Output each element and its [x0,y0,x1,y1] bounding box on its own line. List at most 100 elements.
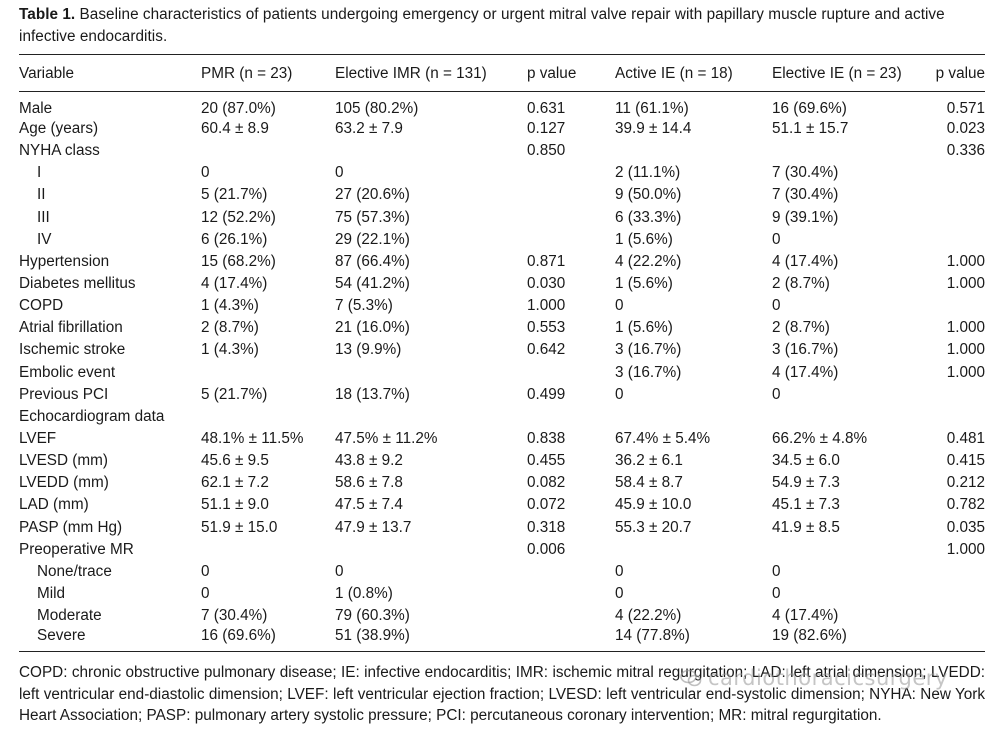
cell-p-value-1 [527,583,615,605]
cell-active-ie: 67.4% ± 5.4% [615,430,711,448]
cell-active-ie: 1 (5.6%) [615,275,673,293]
cell-p-value-1 [527,162,615,184]
cell-active-ie: 36.2 ± 6.1 [615,452,683,470]
baseline-characteristics-table: Variable PMR (n = 23) Elective IMR (n = … [19,54,985,652]
cell-p-value-1: 0.455 [527,452,566,470]
cell-active-ie: 4 (22.2%) [615,607,682,625]
header-p-value-1: p value [527,65,577,82]
cell-active-ie: 2 (11.1%) [615,164,681,182]
cell-pmr: 62.1 ± 7.2 [201,474,269,492]
cell-pmr [201,140,335,162]
cell-active-ie: 3 (16.7%) [615,363,682,381]
table-row: LVESD (mm) 45.6 ± 9.5 43.8 ± 9.2 0.455 36.2 … [19,450,985,472]
cell-elective-imr: 13 (9.9%) [335,341,402,359]
table-row: LAD (mm) 51.1 ± 9.0 47.5 ± 7.4 0.072 45.9 ± … [19,494,985,516]
cell-p-value-2: 0.481 [946,430,985,448]
table-row: II 5 (21.7%) 27 (20.6%) 9 (50.0%) 7 (30.4%) [19,184,985,206]
cell-p-value-2 [935,406,985,428]
cell-p-value-1 [527,362,615,384]
cell-pmr: 1 (4.3%) [201,297,259,315]
cell-active-ie: 0 [615,585,624,603]
cell-pmr: 6 (26.1%) [201,230,268,248]
cell-active-ie: 11 (61.1%) [615,100,689,117]
table-row: Preoperative MR 0.006 1.000 [19,539,985,561]
header-pmr: PMR (n = 23) [201,65,293,82]
cell-variable: Echocardiogram data [19,407,165,425]
cell-elective-ie [772,539,935,561]
cell-active-ie: 0 [615,385,624,403]
caption-text: Baseline characteristics of patients und… [19,6,945,45]
table-row: IV 6 (26.1%) 29 (22.1%) 1 (5.6%) 0 [19,229,985,251]
table-row: Ischemic stroke 1 (4.3%) 13 (9.9%) 0.642 3 (… [19,339,985,361]
cell-p-value-1: 0.072 [527,496,566,514]
cell-elective-imr: 75 (57.3%) [335,208,410,226]
cell-pmr: 7 (30.4%) [201,607,268,625]
table-row: LVEDD (mm) 62.1 ± 7.2 58.6 ± 7.8 0.082 58.4 … [19,472,985,494]
cell-p-value-2: 0.415 [946,452,985,470]
cell-variable: LVEF [19,430,57,448]
cell-p-value-1: 0.631 [527,100,566,117]
cell-p-value-2: 0.023 [946,120,985,138]
cell-variable: Preoperative MR [19,540,134,558]
cell-p-value-2 [935,162,985,184]
cell-p-value-1: 0.871 [527,252,566,270]
table-footnote: COPD: chronic obstructive pulmonary dise… [19,664,985,725]
cell-elective-ie: 2 (8.7%) [772,319,830,337]
header-variable: Variable [19,65,74,82]
cell-variable: Embolic event [19,363,116,381]
cell-elective-imr [335,140,527,162]
caption-label: Table 1. [19,6,76,23]
cell-variable: Hypertension [19,252,110,270]
cell-p-value-1: 0.030 [527,275,566,293]
cell-variable: COPD [19,297,64,315]
cell-elective-ie: 0 [772,385,781,403]
cell-elective-imr: 27 (20.6%) [335,186,410,204]
cell-p-value-2: 1.000 [946,275,985,293]
cell-active-ie: 4 (22.2%) [615,252,682,270]
table-row: Male 20 (87.0%) 105 (80.2%) 0.631 11 (61.1%)… [19,92,985,119]
cell-p-value-1: 0.127 [527,120,566,138]
cell-variable: Age (years) [19,120,99,138]
cell-variable: Atrial fibrillation [19,319,123,337]
cell-active-ie: 9 (50.0%) [615,186,682,204]
cell-active-ie: 14 (77.8%) [615,627,690,645]
table-row: Severe 16 (69.6%) 51 (38.9%) 14 (77.8%) 19 (… [19,627,985,652]
header-elective-imr: Elective IMR (n = 131) [335,65,487,82]
cell-elective-ie: 9 (39.1%) [772,208,839,226]
cell-elective-imr: 47.5% ± 11.2% [335,430,438,448]
cell-pmr: 5 (21.7%) [201,186,268,204]
table-row: LVEF 48.1% ± 11.5% 47.5% ± 11.2% 0.838 67.4%… [19,428,985,450]
table-caption: Table 1. Baseline characteristics of pat… [19,4,985,48]
cell-p-value-2 [935,384,985,406]
cell-elective-imr: 54 (41.2%) [335,275,410,293]
cell-p-value-2: 1.000 [946,363,985,381]
cell-elective-imr: 21 (16.0%) [335,319,410,337]
cell-elective-ie: 51.1 ± 15.7 [772,120,849,138]
header-active-ie: Active IE (n = 18) [615,65,733,82]
cell-pmr: 0 [201,585,210,603]
cell-elective-ie: 4 (17.4%) [772,252,839,270]
table-row: III 12 (52.2%) 75 (57.3%) 6 (33.3%) 9 (39.1%… [19,207,985,229]
table-row: Diabetes mellitus 4 (17.4%) 54 (41.2%) 0.03… [19,273,985,295]
cell-pmr: 16 (69.6%) [201,627,276,645]
cell-elective-imr: 87 (66.4%) [335,252,410,270]
cell-pmr: 1 (4.3%) [201,341,259,359]
table-row: PASP (mm Hg) 51.9 ± 15.0 47.9 ± 13.7 0.318 5… [19,517,985,539]
cell-elective-ie: 19 (82.6%) [772,627,847,645]
cell-pmr: 20 (87.0%) [201,100,276,117]
cell-active-ie: 0 [615,297,624,315]
cell-p-value-2: 1.000 [946,252,985,270]
cell-p-value-2: 0.336 [946,142,985,160]
cell-active-ie [615,539,772,561]
cell-active-ie: 0 [615,562,624,580]
cell-elective-ie [772,406,935,428]
cell-elective-ie: 2 (8.7%) [772,275,830,293]
wechat-icon [680,669,702,687]
cell-active-ie: 55.3 ± 20.7 [615,518,692,536]
cell-p-value-1: 0.850 [527,142,566,160]
cell-active-ie: 58.4 ± 8.7 [615,474,683,492]
cell-variable: IV [37,230,52,248]
cell-elective-ie: 0 [772,230,781,248]
cell-elective-imr: 63.2 ± 7.9 [335,120,403,138]
cell-p-value-1 [527,229,615,251]
